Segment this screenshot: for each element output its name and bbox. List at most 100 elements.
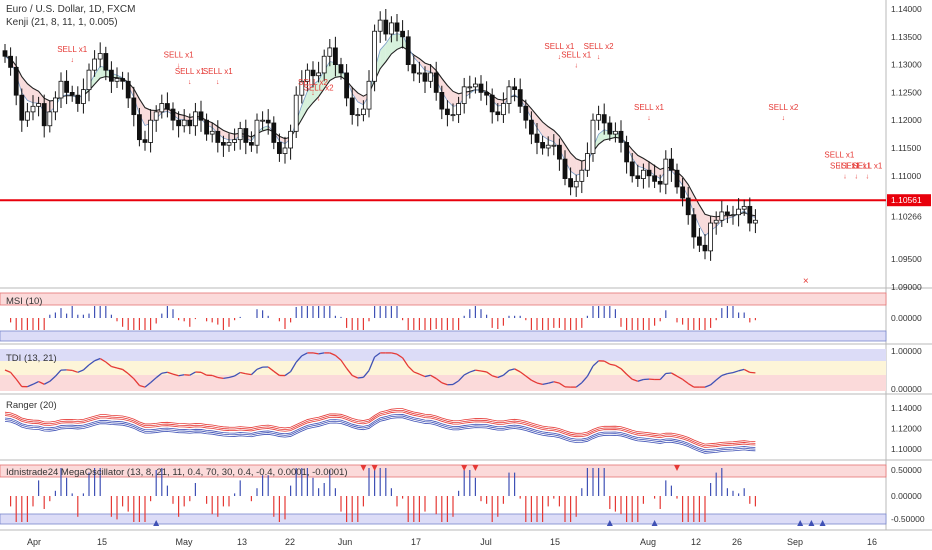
kenji-cloud [229,132,235,140]
candle [232,128,238,151]
tdi-line [217,376,224,380]
candle [596,105,601,131]
sell-arrow-icon: ↓ [188,79,192,86]
tdi-line [553,381,560,384]
candle-body [125,80,131,99]
sell-arrow-icon: ↓ [177,62,181,69]
sell-arrow-icon: ↓ [843,174,847,181]
kenji-cloud [94,66,101,85]
mega-bottom-marker-icon [808,520,815,526]
candle-body [24,111,30,121]
candle [120,71,125,90]
candle-body [260,119,266,122]
kenji-cloud [380,43,386,69]
candle [81,78,86,114]
candle-body [635,175,641,179]
kenji-cloud [542,121,549,140]
msi-title: MSI (10) [6,296,43,307]
tdi-line [116,367,123,371]
x-tick-label: May [175,537,193,547]
kenji-cloud [682,176,689,198]
candle [209,122,215,143]
candle [747,197,753,232]
candle-body [624,142,629,163]
tdi-line [575,382,583,388]
candle [472,77,478,94]
ranger-band-line [4,409,756,447]
candle [2,44,8,63]
candle [663,150,669,195]
candle-body [204,119,210,135]
candle [97,42,103,68]
candle-body [472,83,478,88]
candle [8,47,14,76]
candle [260,111,266,131]
sell-signal-label: SELL x1 [830,162,860,171]
tdi-line [111,365,118,369]
candle [405,30,411,72]
candle [271,116,277,150]
sell-signal-label: SELL x1 [57,45,87,54]
tdi-line [710,379,717,386]
candle [288,124,294,160]
candle-body [478,83,484,93]
candle-body [534,133,540,143]
kenji-cloud [447,85,453,107]
candle [237,121,243,150]
candle-body [741,205,747,210]
tdi-line [234,371,241,377]
price-tick-label: 1.14000 [891,4,922,14]
tdi-line [200,371,207,376]
kenji-cloud [453,91,459,107]
candle [58,72,64,108]
kenji-cloud [637,155,644,168]
ranger-tick-label: 1.12000 [891,423,922,433]
tdi-line [519,371,527,377]
tdi-line [10,371,17,380]
tdi-line [228,375,235,379]
tdi-line [49,375,56,382]
sell-arrow-icon: ↓ [70,57,74,64]
candle-body [646,169,652,177]
tdi-line [256,366,263,370]
tdi-line [334,354,342,361]
candle [461,77,467,114]
candle-body [232,139,238,143]
candle-body [164,103,170,110]
candle-body [36,103,41,107]
candle [159,94,165,119]
candle [416,61,422,83]
kenji-cloud [632,149,638,167]
mega-upper-band [0,464,887,478]
tdi-line [721,373,728,377]
candle-body [512,86,517,91]
sell-signal-label: SELL x1 [841,162,871,171]
tdi-line [290,361,297,372]
mega-bottom-marker-icon [606,520,613,526]
tdi-line [155,372,163,379]
candle [153,105,159,132]
ranger-band-line [4,417,756,454]
candle [198,100,204,132]
candle [265,109,271,135]
mega-top-marker-icon [674,465,680,471]
tdi-line [603,360,611,365]
candle [433,61,439,101]
tdi-line [189,371,196,376]
candle-body [601,114,607,124]
sell-signal-label: SELL x1 [175,67,205,76]
candle-body [58,80,64,99]
candle-body [405,36,411,65]
candle-body [708,222,713,252]
candle-body [159,103,165,113]
candle-body [153,111,159,121]
candle [534,122,540,155]
tdi-line [340,359,348,369]
candle [512,77,517,102]
candle-body [220,142,226,146]
candle-body [669,158,674,171]
tdi-line [301,352,308,357]
candle [674,163,680,194]
candle [551,134,557,156]
candle [450,103,456,122]
